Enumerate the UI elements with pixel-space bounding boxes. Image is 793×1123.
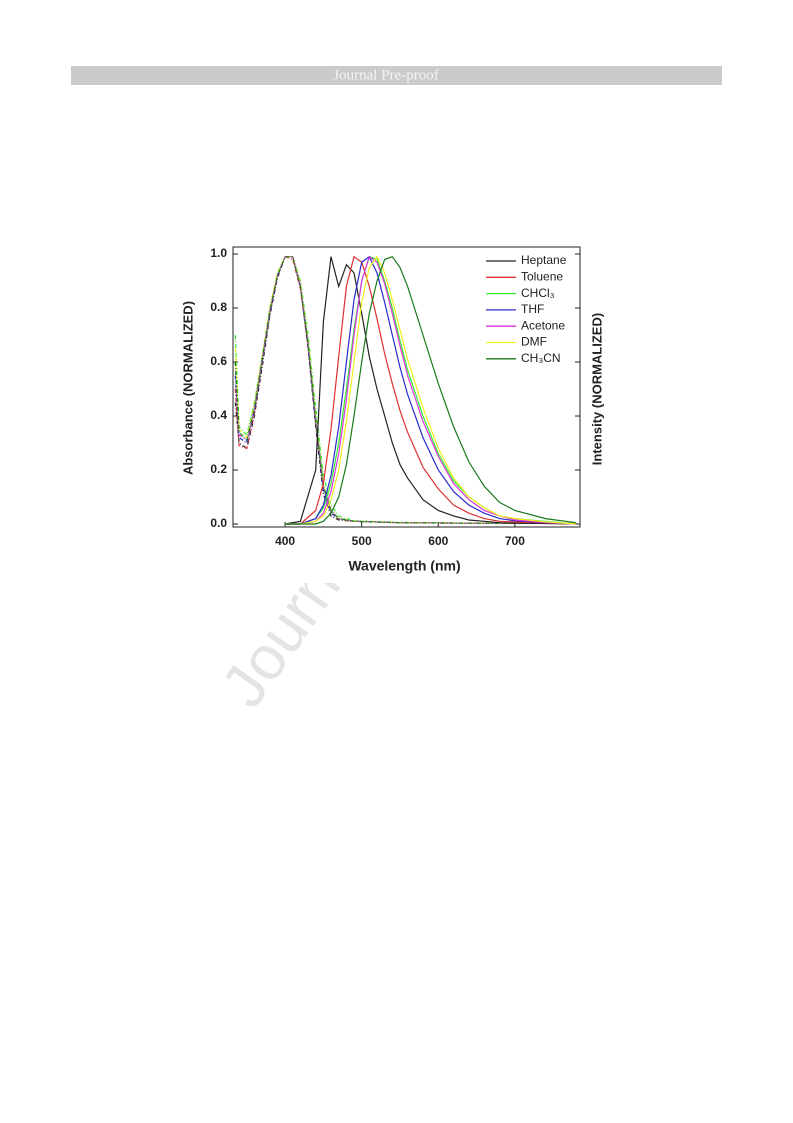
chart-background	[178, 238, 618, 583]
emission-line	[285, 255, 577, 525]
y-tick-label: 0.4	[210, 408, 227, 422]
y-tick-label: 0.2	[210, 462, 227, 476]
chart: 0.0 0.2 0.4 0.6 0.8 1.0 400 500 600 700 Wavelength…	[180, 246, 604, 574]
legend-label: Toluene	[521, 269, 563, 283]
y-tick-label: 1.0	[210, 246, 227, 260]
absorption-line	[234, 256, 577, 525]
y-tick-label: 0.0	[210, 516, 227, 530]
x-axis-title: Wavelength (nm)	[348, 558, 460, 574]
x-tick-label: 400	[275, 534, 295, 548]
legend-label: CH₃CN	[521, 351, 561, 365]
y-axis-title: Absorbance (NORMALIZED)	[180, 301, 195, 475]
legend-label: Heptane	[521, 253, 567, 267]
emission-line	[285, 255, 577, 525]
header-title: Journal Pre-proof	[333, 67, 438, 83]
x-tick-label: 500	[352, 534, 372, 548]
legend-label: DMF	[521, 335, 547, 349]
absorption-line	[234, 256, 577, 525]
y-tick-label: 0.8	[210, 300, 227, 314]
header-bar	[71, 66, 722, 85]
legend-label: CHCl₃	[521, 286, 555, 300]
x-tick-label: 700	[505, 534, 525, 548]
emission-line	[285, 255, 577, 525]
x-tick-label: 600	[428, 534, 448, 548]
y-tick-label: 0.6	[210, 354, 227, 368]
plot-frame	[232, 246, 581, 528]
emission-line	[284, 256, 577, 525]
emission-line	[285, 255, 577, 525]
emission-line	[285, 255, 577, 525]
legend-label: Acetone	[521, 318, 565, 332]
y2-axis-title: Intensity (NORMALIZED)	[589, 313, 604, 465]
legend-label: THF	[521, 302, 544, 316]
